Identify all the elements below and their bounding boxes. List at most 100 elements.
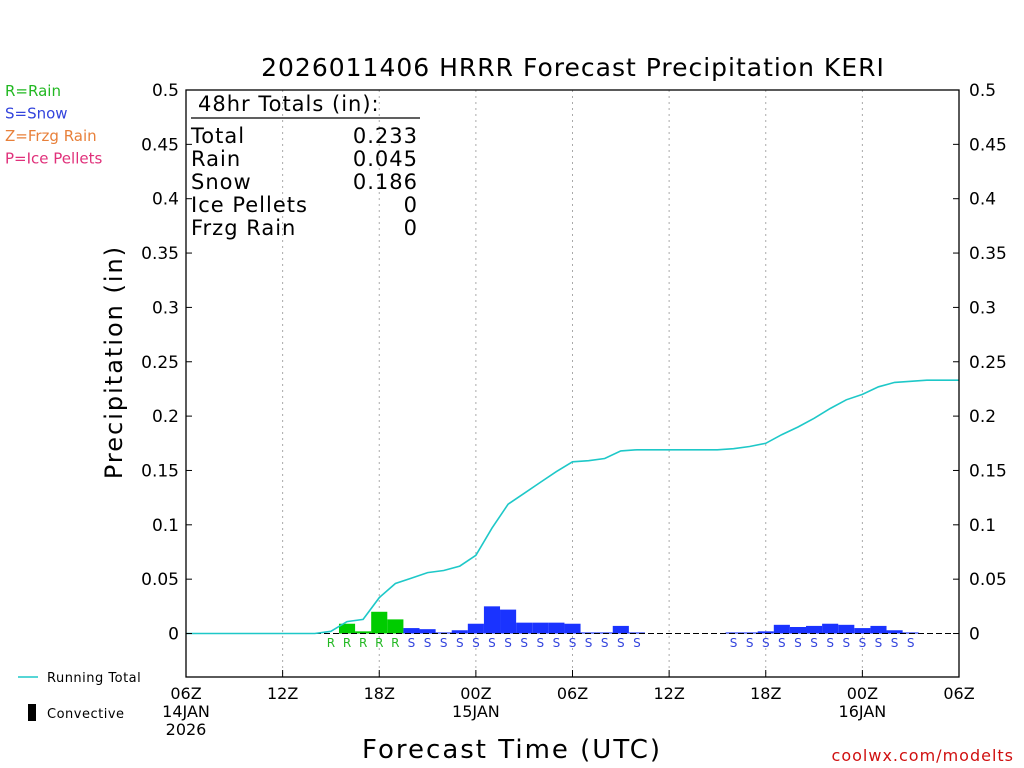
y-tick-label-left: 0.4: [152, 190, 179, 210]
precip-bar: [532, 622, 549, 634]
totals-row-label: Total: [190, 124, 245, 148]
ptype-label: R: [359, 636, 367, 650]
precip-bar: [741, 632, 758, 634]
precip-bar: [483, 606, 501, 634]
legend-convective-swatch: [28, 704, 36, 721]
ptype-legend-item: R=Rain: [5, 82, 61, 100]
precip-bar: [628, 632, 645, 634]
ptype-label: S: [601, 636, 609, 650]
x-tick-label: 06Z: [943, 684, 974, 703]
ptype-label: S: [617, 636, 625, 650]
y-tick-label-left: 0.25: [141, 353, 179, 373]
precip-bar: [838, 624, 855, 634]
totals-row-label: Snow: [191, 170, 252, 194]
x-tick-label: 06Z: [170, 684, 201, 703]
precip-bar: [789, 626, 807, 634]
precip-bar: [822, 623, 839, 634]
ptype-legend-item: S=Snow: [5, 105, 68, 123]
ptype-label: S: [424, 636, 432, 650]
precip-bar: [580, 632, 597, 634]
ptype-label: S: [456, 636, 464, 650]
y-tick-label-right: 0.25: [969, 353, 1007, 373]
ptype-label: S: [504, 636, 512, 650]
precip-bar: [596, 632, 613, 634]
precip-bar: [854, 628, 871, 634]
totals-row-value: 0.045: [353, 147, 418, 171]
precip-bar: [338, 623, 356, 634]
precip-bar: [516, 622, 533, 634]
y-tick-label-right: 0.2: [969, 407, 996, 427]
totals-row-label: Rain: [191, 147, 241, 171]
ptype-label: S: [778, 636, 786, 650]
y-tick-label-left: 0.1: [152, 516, 179, 536]
ptype-label: R: [391, 636, 399, 650]
ptype-label: S: [730, 636, 738, 650]
precip-bar: [355, 631, 372, 634]
ptype-label: S: [907, 636, 915, 650]
y-tick-label-right: 0.4: [969, 190, 996, 210]
y-tick-label-right: 0.05: [969, 570, 1007, 590]
y-tick-label-left: 0.35: [141, 244, 179, 264]
precip-bar: [371, 611, 388, 634]
y-tick-label-left: 0.05: [141, 570, 179, 590]
y-axis-label: Precipitation (in): [100, 245, 128, 479]
y-tick-label-left: 0.3: [152, 298, 179, 318]
x-tick-label: 06Z: [557, 684, 588, 703]
credit-text: coolwx.com/modelts: [832, 746, 1014, 765]
x-tick-label: 12Z: [267, 684, 298, 703]
ptype-legend-item: Z=Frzg Rain: [5, 127, 97, 145]
x-tick-label: 18Z: [750, 684, 781, 703]
ptype-label: S: [794, 636, 802, 650]
precip-bar: [467, 623, 484, 634]
precip-bar: [435, 632, 452, 634]
legend-running-total-label: Running Total: [47, 671, 141, 686]
ptype-label: R: [327, 636, 335, 650]
ptype-label: S: [891, 636, 899, 650]
precip-bar: [870, 625, 887, 634]
x-tick-label: 00Z: [847, 684, 878, 703]
precip-bar: [403, 628, 420, 634]
ptype-label: S: [762, 636, 770, 650]
y-tick-label-left: 0: [168, 625, 179, 645]
precip-bar: [564, 623, 581, 634]
y-tick-label-right: 0.15: [969, 461, 1007, 481]
y-tick-label-right: 0.1: [969, 516, 996, 536]
y-tick-label-right: 0.35: [969, 244, 1007, 264]
gridlines: [282, 90, 863, 677]
x-tick-label: 15JAN: [452, 702, 500, 721]
ptype-label: S: [842, 636, 850, 650]
precip-bars: [338, 606, 919, 634]
precip-bar: [902, 632, 919, 634]
totals-row-value: 0.233: [353, 124, 418, 148]
x-tick-label: 18Z: [364, 684, 395, 703]
ptype-label: S: [633, 636, 641, 650]
precip-bar: [419, 629, 436, 634]
precip-bar: [773, 624, 790, 634]
x-tick-label: 16JAN: [839, 702, 887, 721]
ptype-legend: R=Rain S=Snow Z=Frzg Rain P=Ice Pellets: [5, 82, 102, 168]
precip-bar: [387, 619, 404, 634]
y-axis-left: 0 0.05 0.1 0.15 0.2 0.25 0.3 0.35 0.4 0.45 0.5: [141, 81, 192, 645]
ptype-label: S: [585, 636, 593, 650]
precip-bar: [886, 630, 903, 634]
ptype-label: S: [536, 636, 544, 650]
y-tick-label-right: 0: [969, 625, 980, 645]
legend-convective-label: Convective: [47, 707, 125, 722]
ptype-label: R: [343, 636, 351, 650]
y-tick-label-left: 0.45: [141, 135, 179, 155]
series-legend: Running Total Convective: [18, 671, 141, 722]
ptype-label: S: [746, 636, 754, 650]
totals-rows: Total 0.233 Rain 0.045 Snow 0.186 Ice Pellets 0…: [190, 124, 418, 240]
y-tick-label-left: 0.5: [152, 81, 179, 101]
y-axis-right: 0 0.05 0.1 0.15 0.2 0.25 0.3 0.35 0.4 0.45 0.5: [953, 81, 1007, 645]
precip-bar: [548, 622, 565, 634]
ptype-label: S: [472, 636, 480, 650]
ptype-label: S: [810, 636, 818, 650]
precip-bar: [500, 609, 517, 634]
x-tick-label: 12Z: [653, 684, 684, 703]
y-tick-label-right: 0.3: [969, 298, 996, 318]
totals-row-value: 0.186: [353, 170, 418, 194]
x-tick-label: 14JAN: [162, 702, 210, 721]
